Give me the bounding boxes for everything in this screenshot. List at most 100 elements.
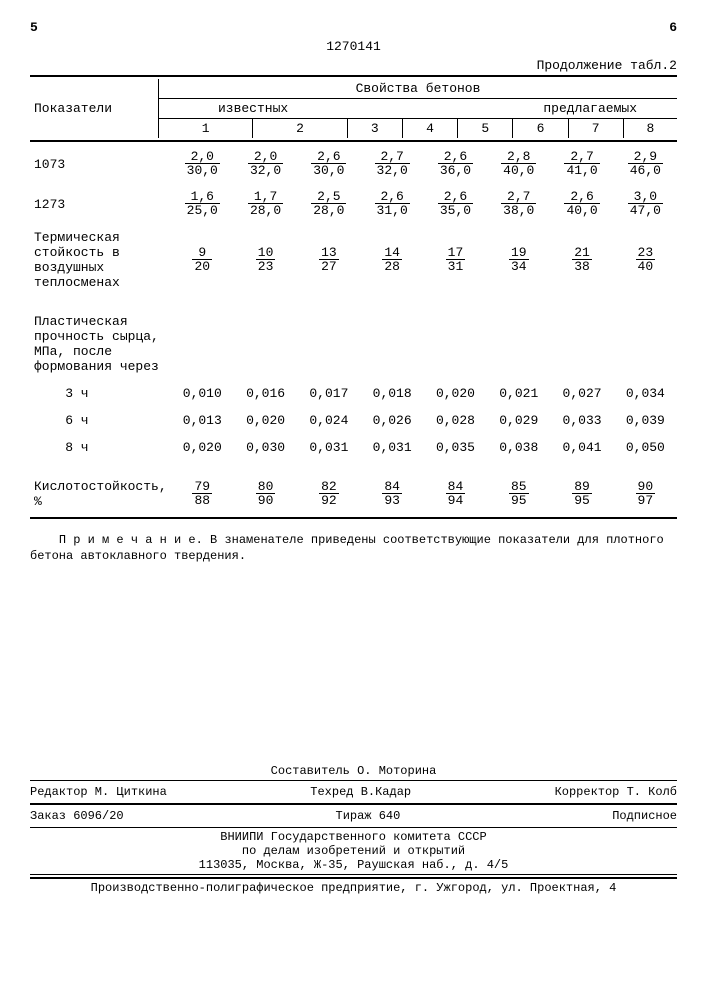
cell: 2,635,0: [424, 184, 487, 224]
cell: 8995: [550, 461, 613, 515]
cell: 0,028: [424, 407, 487, 434]
cell: 1023: [234, 224, 297, 296]
cell: 0,017: [297, 380, 360, 407]
cell: 1428: [361, 224, 424, 296]
cell: 7988: [171, 461, 234, 515]
col-header: 3: [347, 119, 402, 139]
tirazh: Тираж 640: [336, 809, 401, 823]
cell: 2,640,0: [550, 184, 613, 224]
corrector: Корректор Т. Колб: [555, 785, 677, 799]
cell: 2,631,0: [361, 184, 424, 224]
row-label: Термическая стойкость в воздушных теплос…: [30, 224, 171, 296]
col-header: 6: [513, 119, 568, 139]
table-row: Термическая стойкость в воздушных теплос…: [30, 224, 677, 296]
footer-rule-2: [30, 803, 677, 805]
cell: 0,020: [234, 407, 297, 434]
cell: 1327: [297, 224, 360, 296]
cell: 1,625,0: [171, 184, 234, 224]
row-label: 3 ч: [30, 380, 171, 407]
cell: 0,024: [297, 407, 360, 434]
group-title: Свойства бетонов: [159, 79, 678, 99]
cell: 0,016: [234, 380, 297, 407]
compiler: Составитель О. Моторина: [30, 764, 677, 778]
cell: 0,030: [234, 434, 297, 461]
row-title: Показатели: [30, 79, 159, 138]
footer-rule-5: [30, 877, 677, 879]
podpisnoe: Подписное: [612, 809, 677, 823]
table-row: 12731,625,01,728,02,528,02,631,02,635,02…: [30, 184, 677, 224]
cell: 2,732,0: [361, 144, 424, 184]
cell: 2,032,0: [234, 144, 297, 184]
cell: 2138: [550, 224, 613, 296]
cell: 3,047,0: [614, 184, 677, 224]
table-row: 8 ч0,0200,0300,0310,0310,0350,0380,0410,…: [30, 434, 677, 461]
cell: 0,027: [550, 380, 613, 407]
cell: 0,021: [487, 380, 550, 407]
cell: 2,741,0: [550, 144, 613, 184]
col-header: 8: [623, 119, 677, 139]
footer-rule-1: [30, 780, 677, 781]
table-row: Пластическая прочность сырца, МПа, после…: [30, 296, 677, 380]
col-header: 1: [159, 119, 253, 139]
org1: ВНИИПИ Государственного комитета СССР: [30, 830, 677, 844]
cell: 8493: [361, 461, 424, 515]
techred: Техред В.Кадар: [310, 785, 411, 799]
cell: 2,840,0: [487, 144, 550, 184]
cell: 1731: [424, 224, 487, 296]
cell: 2,528,0: [297, 184, 360, 224]
cell: 9097: [614, 461, 677, 515]
rule-header-bottom: [30, 140, 677, 142]
row-label: 1273: [30, 184, 171, 224]
cell: 0,033: [550, 407, 613, 434]
cell: 2,636,0: [424, 144, 487, 184]
cell: 2,630,0: [297, 144, 360, 184]
cell: 0,031: [361, 434, 424, 461]
col-header: 4: [402, 119, 457, 139]
page-right-num: 6: [669, 20, 677, 35]
org3: 113035, Москва, Ж-35, Раушская наб., д. …: [30, 858, 677, 872]
cell: 0,034: [614, 380, 677, 407]
cell: 0,038: [487, 434, 550, 461]
rule-bottom: [30, 517, 677, 519]
row-label: Пластическая прочность сырца, МПа, после…: [30, 296, 171, 380]
cell: 0,020: [424, 380, 487, 407]
cell: 1,728,0: [234, 184, 297, 224]
cell: 8494: [424, 461, 487, 515]
cell: 2,738,0: [487, 184, 550, 224]
cell: 0,020: [171, 434, 234, 461]
cell: 2,030,0: [171, 144, 234, 184]
cell: 0,041: [550, 434, 613, 461]
cell: 2,946,0: [614, 144, 677, 184]
cell: 0,050: [614, 434, 677, 461]
cell: 8595: [487, 461, 550, 515]
page-left-num: 5: [30, 20, 38, 35]
col-header: 2: [253, 119, 347, 139]
row-label: 6 ч: [30, 407, 171, 434]
cell: 0,026: [361, 407, 424, 434]
col-header: 7: [568, 119, 623, 139]
cell: 0,035: [424, 434, 487, 461]
cell: 8292: [297, 461, 360, 515]
cell: 0,018: [361, 380, 424, 407]
footer: Составитель О. Моторина Редактор М. Цитк…: [30, 764, 677, 895]
col-header: 5: [458, 119, 513, 139]
continuation-label: Продолжение табл.2: [30, 58, 677, 73]
note-prefix: П р и м е ч а н и е.: [59, 533, 203, 547]
org2: по делам изобретений и открытий: [30, 844, 677, 858]
doc-number: 1270141: [30, 39, 677, 54]
press: Производственно-полиграфическое предприя…: [30, 881, 677, 895]
row-label: 8 ч: [30, 434, 171, 461]
footer-rule-4: [30, 874, 677, 875]
table-row: Кислотостойкость, %798880908292849384948…: [30, 461, 677, 515]
row-label: 1073: [30, 144, 171, 184]
table-row: 6 ч0,0130,0200,0240,0260,0280,0290,0330,…: [30, 407, 677, 434]
order: Заказ 6096/20: [30, 809, 124, 823]
footer-rule-3: [30, 827, 677, 828]
cell: 920: [171, 224, 234, 296]
note: П р и м е ч а н и е. В знаменателе приве…: [30, 533, 677, 564]
cell: 0,031: [297, 434, 360, 461]
data-table: Показатели Свойства бетонов известных пр…: [30, 79, 677, 138]
editor: Редактор М. Циткина: [30, 785, 167, 799]
cell: 0,029: [487, 407, 550, 434]
subgroup-right: предлагаемых: [347, 99, 677, 119]
